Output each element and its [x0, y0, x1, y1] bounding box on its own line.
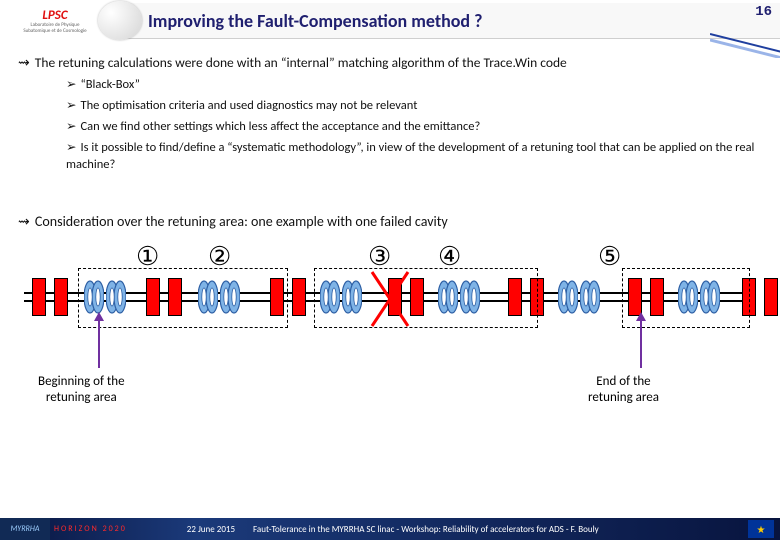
- bullet-item: ➢Is it possible to find/define a “system…: [66, 140, 762, 174]
- diagram-label-n1: ①: [136, 242, 159, 272]
- page-number: 16: [755, 4, 772, 20]
- retuning-box: [314, 268, 538, 328]
- bullet-list: ➢“Black-Box” ➢The optimisation criteria a…: [66, 77, 762, 173]
- quadrupole: [764, 278, 778, 316]
- diagram-label-n3: ③: [368, 242, 391, 272]
- diagram-label-n2: ②: [208, 242, 231, 272]
- bullet-arrow-icon: ➢: [66, 119, 76, 134]
- lead-icon: ⇝: [18, 213, 30, 229]
- arrow-begin: [98, 320, 100, 368]
- logo-sub-text-2: Subatomique et de Cosmologie: [23, 29, 86, 35]
- quadrupole: [32, 278, 46, 316]
- lead-line-2: ⇝ Consideration over the retuning area: …: [18, 213, 762, 230]
- caption-begin: Beginning of theretuning area: [38, 374, 125, 405]
- bullet-item: ➢“Black-Box”: [66, 77, 762, 94]
- footer-logo-myrrha: MYRRHA: [0, 518, 50, 540]
- corner-decoration: [710, 28, 780, 58]
- slide-title: Improving the Fault-Compensation method …: [148, 10, 482, 32]
- caption-end: End of theretuning area: [588, 374, 659, 405]
- lpsc-logo: LPSC Laboratoire de Physique Subatomique…: [0, 0, 110, 42]
- slide-header: LPSC Laboratoire de Physique Subatomique…: [0, 0, 780, 42]
- bullet-arrow-icon: ➢: [66, 98, 76, 113]
- retuning-box: [78, 268, 288, 328]
- eu-flag-icon: ★: [748, 520, 774, 538]
- diagram-label-n4: ④: [438, 242, 461, 272]
- footer-logo-horizon: HORIZON 2020: [54, 524, 127, 534]
- diagram-label-n5: ⑤: [598, 242, 621, 272]
- slide-content: ⇝ The retuning calculations were done wi…: [0, 42, 780, 412]
- bullet-item: ➢The optimisation criteria and used diag…: [66, 98, 762, 115]
- slide-footer: MYRRHA HORIZON 2020 22 June 2015 Faut-To…: [0, 518, 780, 540]
- title-bar: Improving the Fault-Compensation method …: [102, 3, 780, 39]
- bullet-arrow-icon: ➢: [66, 140, 76, 155]
- cavity-icon: [558, 279, 578, 315]
- logo-main-text: LPSC: [42, 8, 67, 23]
- footer-title: Faut-Tolerance in the MYRRHA SC linac - …: [253, 524, 599, 535]
- footer-date: 22 June 2015: [187, 524, 235, 535]
- retuning-diagram: ① ② ③ ④ ⑤: [18, 242, 762, 372]
- cavity-icon: [580, 279, 600, 315]
- quadrupole: [54, 278, 68, 316]
- bullet-item: ➢Can we find other settings which less a…: [66, 119, 762, 136]
- lead-line-1: ⇝ The retuning calculations were done wi…: [18, 54, 762, 71]
- arrow-end: [640, 320, 642, 368]
- cavity-pair: [558, 278, 600, 316]
- quadrupole: [292, 278, 306, 316]
- bullet-arrow-icon: ➢: [66, 77, 76, 92]
- lead-icon: ⇝: [18, 54, 30, 70]
